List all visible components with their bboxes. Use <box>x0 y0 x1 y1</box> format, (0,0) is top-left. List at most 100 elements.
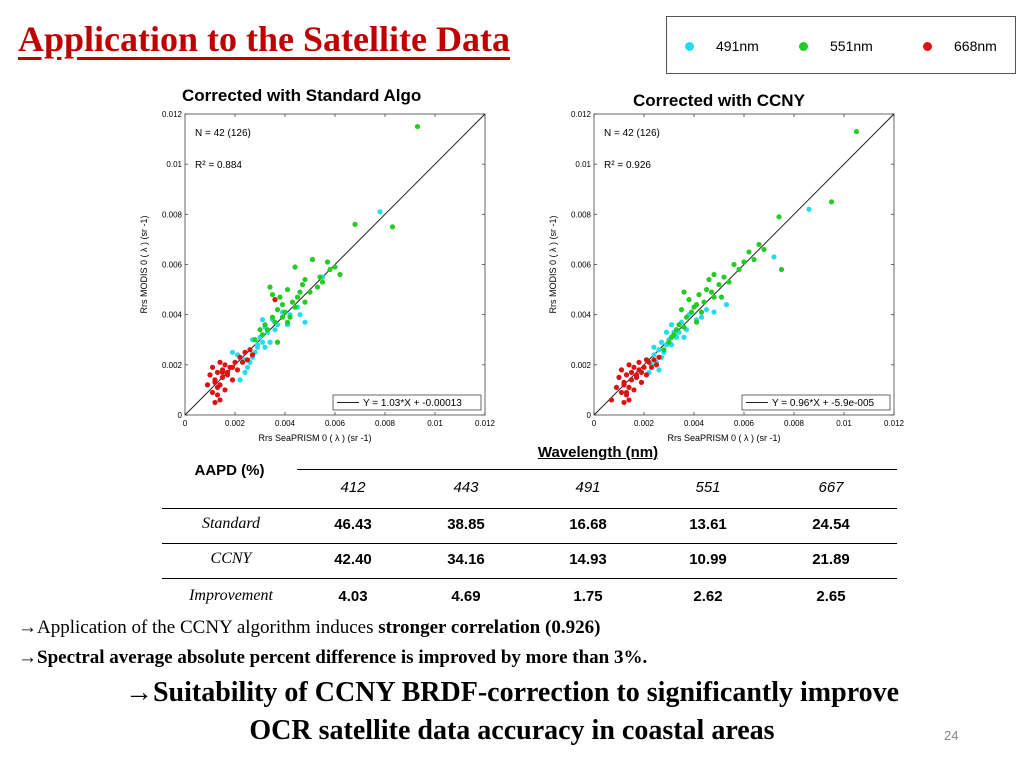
legend-label-668: 668nm <box>954 38 997 54</box>
data-point-668nm <box>648 364 655 370</box>
data-point-551nm <box>294 294 301 300</box>
data-point-551nm <box>666 339 672 345</box>
conclusion-line-1: →Suitability of CCNY BRDF-correction to … <box>124 677 900 708</box>
data-point-668nm <box>204 382 211 388</box>
data-point-668nm <box>209 364 216 370</box>
data-point-668nm <box>229 377 236 383</box>
data-point-491nm <box>257 334 263 340</box>
data-point-551nm <box>277 294 283 300</box>
legend-marker-491 <box>685 41 694 51</box>
data-point-551nm <box>319 279 326 285</box>
data-point-668nm <box>623 392 630 398</box>
data-point-668nm <box>621 379 627 385</box>
data-point-668nm <box>212 379 218 385</box>
r2-annotation: R² = 0.926 <box>604 160 651 171</box>
data-point-668nm <box>229 364 236 370</box>
data-point-491nm <box>262 344 268 350</box>
data-point-551nm <box>262 322 268 328</box>
data-point-668nm <box>618 389 625 396</box>
legend-item-668: 668nm <box>923 36 997 56</box>
data-point-551nm <box>776 214 782 220</box>
data-point-551nm <box>252 337 258 343</box>
data-point-551nm <box>284 319 291 325</box>
data-point-668nm <box>219 367 226 373</box>
data-point-551nm <box>676 322 682 328</box>
data-point-551nm <box>287 314 293 320</box>
fit-equation-label: Y = 1.03*X + -0.00013 <box>363 398 462 409</box>
bullet-1-text: Application of the CCNY algorithm induce… <box>37 617 379 638</box>
table-column-header: 551 <box>695 479 721 496</box>
data-point-551nm <box>741 259 747 265</box>
data-point-668nm <box>626 384 632 391</box>
data-point-491nm <box>242 369 248 375</box>
data-point-491nm <box>656 347 662 353</box>
data-point-551nm <box>716 281 722 288</box>
data-point-668nm <box>638 379 645 385</box>
data-point-491nm <box>676 329 682 335</box>
legend-marker-668 <box>923 41 932 51</box>
table-cell: 42.40 <box>334 551 372 568</box>
x-tick-label: 0.006 <box>325 419 346 428</box>
data-point-491nm <box>237 377 243 383</box>
data-point-491nm <box>658 354 665 360</box>
data-point-551nm <box>259 332 266 338</box>
data-point-668nm <box>613 384 620 391</box>
data-point-668nm <box>239 359 246 365</box>
data-point-491nm <box>269 317 276 323</box>
data-point-551nm <box>711 271 717 278</box>
data-point-491nm <box>247 347 253 353</box>
y-axis-label: Rrs MODIS 0 ( λ ) (sr -1) <box>139 216 149 314</box>
data-point-491nm <box>686 312 692 318</box>
data-point-491nm <box>264 329 271 335</box>
data-point-551nm <box>292 264 298 270</box>
data-point-668nm <box>242 349 248 355</box>
data-point-491nm <box>267 339 273 345</box>
arrow-icon: → <box>18 647 37 668</box>
data-point-491nm <box>259 339 266 345</box>
x-tick-label: 0.01 <box>427 419 443 428</box>
data-point-668nm <box>214 384 221 391</box>
data-point-551nm <box>731 261 737 268</box>
data-point-491nm <box>648 362 655 368</box>
data-point-668nm <box>227 364 233 370</box>
data-point-551nm <box>683 314 690 320</box>
data-point-551nm <box>352 221 358 227</box>
data-point-491nm <box>646 369 652 375</box>
data-point-491nm <box>683 327 690 333</box>
data-point-551nm <box>279 314 286 320</box>
data-point-668nm <box>217 397 223 403</box>
data-point-491nm <box>666 337 672 343</box>
data-point-668nm <box>217 359 223 365</box>
table-group-header: Wavelength (nm) <box>537 444 659 461</box>
table-row-label: Standard <box>201 515 261 532</box>
plot-title-standard: Corrected with Standard Algo <box>182 86 422 105</box>
x-tick-label: 0.002 <box>225 419 246 428</box>
data-point-491nm <box>681 334 687 340</box>
data-point-668nm <box>653 362 660 368</box>
data-point-668nm <box>608 397 615 403</box>
data-point-551nm <box>297 289 303 295</box>
fit-legend-box <box>332 394 482 411</box>
data-point-668nm <box>232 359 238 365</box>
data-point-551nm <box>269 314 276 320</box>
data-point-668nm <box>247 347 253 353</box>
data-point-491nm <box>668 342 675 348</box>
data-point-668nm <box>224 372 231 378</box>
table-cell: 2.65 <box>816 588 846 605</box>
data-point-551nm <box>324 259 331 265</box>
y-tick-label: 0 <box>178 411 183 420</box>
data-point-551nm <box>307 289 313 295</box>
data-point-668nm <box>237 354 243 360</box>
data-point-668nm <box>626 397 632 403</box>
data-point-491nm <box>239 357 246 363</box>
data-point-551nm <box>289 299 296 305</box>
data-point-551nm <box>693 319 700 325</box>
y-tick-label: 0.01 <box>575 160 591 169</box>
data-point-491nm <box>806 206 812 212</box>
data-point-668nm <box>623 389 630 396</box>
table-cell: 13.61 <box>689 516 727 533</box>
data-point-668nm <box>616 374 622 380</box>
data-point-668nm <box>638 369 645 375</box>
data-point-551nm <box>678 307 685 313</box>
data-point-551nm <box>314 284 321 290</box>
